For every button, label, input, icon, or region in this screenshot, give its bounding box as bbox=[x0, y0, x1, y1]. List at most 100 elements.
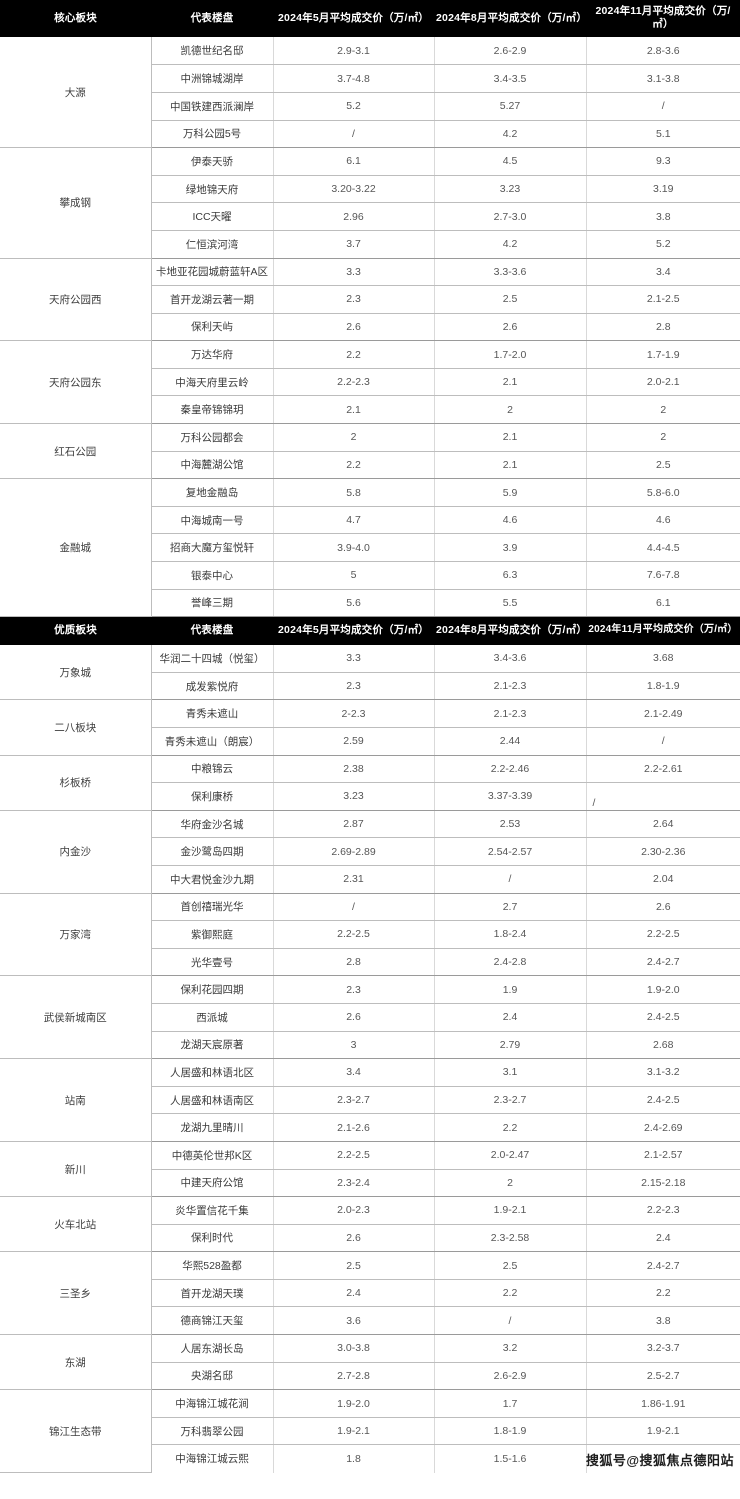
table-row: 成发紫悦府 2.3 2.1-2.3 1.8-1.9 bbox=[0, 672, 740, 701]
price-nov-cell: 7.6-7.8 bbox=[586, 561, 740, 590]
column-header-th-aug: 2024年8月平均成交价（万/㎡） bbox=[434, 616, 587, 645]
table-row: 三圣乡 华熙528盈都 2.5 2.5 2.4-2.7 bbox=[0, 1251, 740, 1336]
price-nov-cell: 1.8-1.9 bbox=[586, 672, 740, 701]
price-may-cell: 6.1 bbox=[273, 147, 435, 176]
project-name-cell: 首开龙湖云著一期 bbox=[151, 285, 274, 314]
price-nov-cell: 4.4-4.5 bbox=[586, 533, 740, 563]
project-name-cell: 人居盛和林语南区 bbox=[151, 1086, 274, 1115]
price-aug-cell: 3.4-3.5 bbox=[434, 64, 587, 93]
block-name-cell: 红石公园 bbox=[0, 423, 152, 480]
table-row: 杉板桥 中粮锦云 2.38 2.2-2.46 2.2-2.61 bbox=[0, 755, 740, 811]
block-name-cell: 天府公园西 bbox=[0, 258, 152, 342]
price-aug-cell: 2.5 bbox=[434, 1251, 587, 1280]
price-aug-cell: 2.3-2.58 bbox=[434, 1224, 587, 1253]
table-row: 青秀未遮山（朗宸） 2.59 2.44/ bbox=[0, 727, 740, 756]
project-name-cell: 央湖名邸 bbox=[151, 1362, 274, 1391]
price-nov-cell: 2.2-2.5 bbox=[586, 920, 740, 949]
table-row: 万科翡翠公园 1.9-2.1 1.8-1.9 1.9-2.1 bbox=[0, 1417, 740, 1446]
table-row: ICC天曜 2.96 2.7-3.0 3.8 bbox=[0, 202, 740, 231]
table-row: 光华壹号 2.8 2.4-2.8 2.4-2.7 bbox=[0, 948, 740, 977]
price-nov-cell: 2.4-2.7 bbox=[586, 948, 740, 977]
table-row: 攀成钢 伊泰天骄 6.1 4.5 9.3 bbox=[0, 147, 740, 259]
project-name-cell: 保利康桥 bbox=[151, 782, 274, 811]
price-nov-cell: 2.8-3.6 bbox=[586, 37, 740, 66]
price-aug-cell: 3.4-3.6 bbox=[434, 644, 587, 673]
price-aug-cell: 2 bbox=[434, 1169, 587, 1198]
price-nov-cell: 9.3 bbox=[586, 147, 740, 176]
price-may-cell: 2.9-3.1 bbox=[273, 37, 435, 66]
price-aug-cell: 2.3-2.7 bbox=[434, 1086, 587, 1115]
table-row: 招商大魔方玺悦轩 3.9-4.0 3.9 4.4-4.5 bbox=[0, 533, 740, 563]
price-aug-cell: 2.4 bbox=[434, 1003, 587, 1032]
price-aug-cell: 2.6-2.9 bbox=[434, 1362, 587, 1391]
project-name-cell: 伊泰天骄 bbox=[151, 147, 274, 176]
block-name-cell: 金融城 bbox=[0, 478, 152, 618]
price-nov-cell: 2.4-2.5 bbox=[586, 1003, 740, 1032]
price-aug-cell: 3.23 bbox=[434, 175, 587, 204]
price-aug-cell: 2.54-2.57 bbox=[434, 837, 587, 866]
table-row: 首开龙湖天璞 2.4 2.2 2.2 bbox=[0, 1279, 740, 1308]
price-nov-cell: 4.6 bbox=[586, 506, 740, 535]
table-row: 保利康桥 3.23 3.37-3.39/ bbox=[0, 782, 740, 811]
price-nov-cell: 2.4-2.5 bbox=[586, 1086, 740, 1115]
price-may-cell: 4.7 bbox=[273, 506, 435, 535]
price-may-cell: 2.4 bbox=[273, 1279, 435, 1308]
project-name-cell: 西派城 bbox=[151, 1003, 274, 1032]
table-row: 中国铁建西派澜岸 5.2 5.27/ bbox=[0, 92, 740, 121]
price-may-cell: 5.6 bbox=[273, 589, 435, 618]
project-name-cell: 首开龙湖天璞 bbox=[151, 1279, 274, 1308]
block-name-cell: 站南 bbox=[0, 1058, 152, 1142]
table-row: 中海锦江城云熙 1.8 1.5-1.6 bbox=[0, 1444, 740, 1473]
table-row: 中海城南一号 4.7 4.6 4.6 bbox=[0, 506, 740, 535]
table-row: 中海麓湖公馆 2.2 2.1 2.5 bbox=[0, 451, 740, 480]
price-nov-cell: / bbox=[586, 782, 740, 811]
project-name-cell: 招商大魔方玺悦轩 bbox=[151, 533, 274, 563]
table-row: 武侯新城南区 保利花园四期 2.3 1.9 1.9-2.0 bbox=[0, 975, 740, 1060]
price-may-cell: / bbox=[273, 893, 435, 922]
block-name-cell: 武侯新城南区 bbox=[0, 975, 152, 1060]
price-nov-cell: 2.6 bbox=[586, 893, 740, 922]
project-name-cell: 誉峰三期 bbox=[151, 589, 274, 618]
price-may-cell: 2.38 bbox=[273, 755, 435, 784]
price-nov-cell: 3.8 bbox=[586, 1306, 740, 1336]
price-may-cell: 2.1 bbox=[273, 395, 435, 425]
table-row: 天府公园西 卡地亚花园城蔚蓝轩A区 3.3 3.3-3.6 3.4 bbox=[0, 258, 740, 342]
price-may-cell: 2.6 bbox=[273, 1003, 435, 1032]
table-header-row: 优质板块 代表楼盘 2024年5月平均成交价（万/㎡） 2024年8月平均成交价（万/… bbox=[0, 616, 740, 645]
price-aug-cell: 2.1-2.3 bbox=[434, 672, 587, 701]
price-may-cell: 2.59 bbox=[273, 727, 435, 756]
price-may-cell: 3.4 bbox=[273, 1058, 435, 1087]
price-aug-cell: 2 bbox=[434, 395, 587, 425]
price-nov-cell: 2.5 bbox=[586, 451, 740, 480]
price-nov-cell: 2.04 bbox=[586, 865, 740, 894]
price-aug-cell: 2.53 bbox=[434, 810, 587, 839]
price-may-cell: 2.3-2.4 bbox=[273, 1169, 435, 1198]
table-row: 内金沙 华府金沙名城 2.87 2.53 2.64 bbox=[0, 810, 740, 894]
table-row: 西派城 2.6 2.4 2.4-2.5 bbox=[0, 1003, 740, 1032]
project-name-cell: 凯德世纪名邸 bbox=[151, 37, 274, 66]
price-nov-cell: 2 bbox=[586, 395, 740, 425]
project-name-cell: 龙湖天宸原著 bbox=[151, 1031, 274, 1060]
project-name-cell: 中德英伦世邦K区 bbox=[151, 1141, 274, 1170]
table-row: 银泰中心 5 6.3 7.6-7.8 bbox=[0, 561, 740, 590]
table-row: 万科公园5号/4.2 5.1 bbox=[0, 120, 740, 149]
price-aug-cell: 1.9-2.1 bbox=[434, 1196, 587, 1225]
price-aug-cell: 5.5 bbox=[434, 589, 587, 618]
table-row: 万象城 华润二十四城（悦玺） 3.3 3.4-3.6 3.68 bbox=[0, 644, 740, 701]
project-name-cell: 万达华府 bbox=[151, 340, 274, 369]
project-name-cell: 中大君悦金沙九期 bbox=[151, 865, 274, 894]
price-aug-cell: 1.5-1.6 bbox=[434, 1444, 587, 1473]
column-header-th-project: 代表楼盘 bbox=[151, 0, 273, 38]
project-name-cell: 中海锦江城云熙 bbox=[151, 1444, 274, 1473]
project-name-cell: 首创禧瑞光华 bbox=[151, 893, 274, 922]
project-name-cell: 万科公园都会 bbox=[151, 423, 274, 452]
price-aug-cell: 4.2 bbox=[434, 230, 587, 259]
price-may-cell: 2.31 bbox=[273, 865, 435, 894]
price-may-cell: 3.20-3.22 bbox=[273, 175, 435, 204]
price-aug-cell: 2.7 bbox=[434, 893, 587, 922]
price-nov-cell: 3.68 bbox=[586, 644, 740, 673]
project-name-cell: ICC天曜 bbox=[151, 202, 274, 231]
price-nov-cell: 6.1 bbox=[586, 589, 740, 618]
table-row: 人居盛和林语南区 2.3-2.7 2.3-2.7 2.4-2.5 bbox=[0, 1086, 740, 1115]
price-aug-cell: 1.7 bbox=[434, 1389, 587, 1418]
